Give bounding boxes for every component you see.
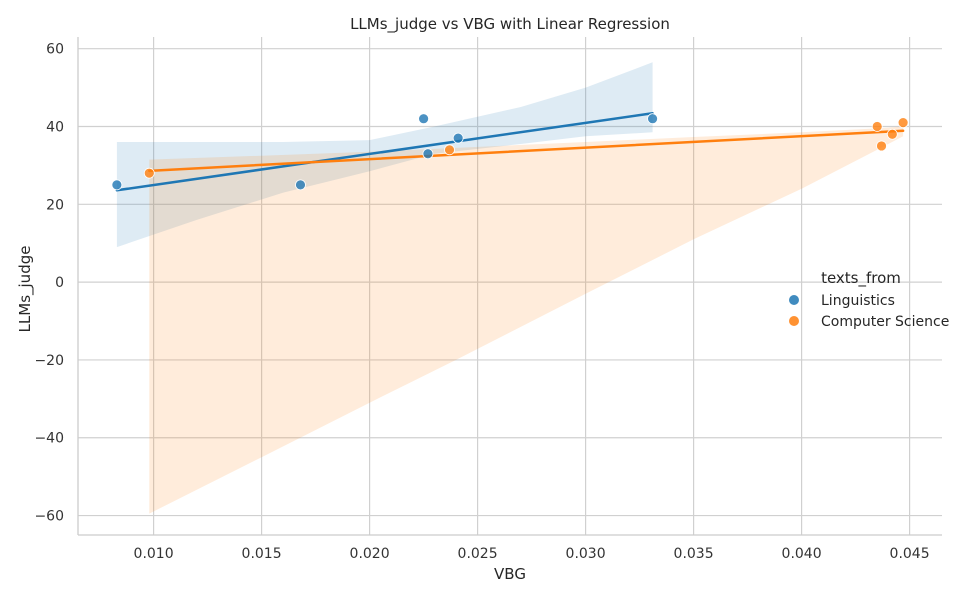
y-tick-label: −40 — [34, 431, 64, 447]
confidence-band — [116, 62, 653, 248]
data-point — [111, 179, 123, 191]
data-point — [886, 128, 898, 140]
y-tick-label: −20 — [34, 353, 64, 369]
legend: texts_from Linguistics Computer Science — [789, 269, 949, 330]
legend-marker — [789, 295, 799, 305]
x-tick-label: 0.025 — [458, 546, 498, 562]
regression-lines — [115, 112, 905, 192]
x-tick-label: 0.020 — [350, 546, 390, 562]
y-tick-labels: −60 −40 −20 0 20 40 60 — [34, 42, 64, 525]
data-point — [871, 121, 883, 132]
x-tick-label: 0.045 — [890, 546, 930, 562]
chart-title: LLMs_judge vs VBG with Linear Regression — [350, 15, 670, 34]
data-point — [897, 117, 909, 128]
legend-label: Computer Science — [821, 314, 949, 330]
y-tick-label: −60 — [34, 509, 64, 525]
regression-line — [148, 129, 905, 173]
axes — [77, 37, 942, 536]
data-points — [111, 113, 909, 191]
y-tick-label: 40 — [46, 119, 64, 135]
data-point — [452, 132, 464, 144]
legend-marker — [789, 316, 799, 326]
data-point — [647, 113, 658, 125]
y-axis-label: LLMs_judge — [16, 246, 35, 333]
grid — [78, 37, 942, 535]
data-point — [418, 113, 430, 125]
x-tick-label: 0.035 — [674, 546, 714, 562]
y-tick-label: 0 — [55, 275, 64, 291]
y-tick-label: 20 — [46, 197, 64, 213]
confidence-band — [149, 126, 904, 514]
x-tick-label: 0.030 — [566, 546, 606, 562]
regression-line — [115, 112, 654, 192]
legend-title: texts_from — [821, 269, 901, 288]
data-point — [444, 144, 455, 156]
x-axis-label: VBG — [494, 565, 526, 583]
x-tick-labels: 0.010 0.015 0.020 0.025 0.030 0.035 0.040 0.045 — [134, 546, 930, 562]
legend-label: Linguistics — [821, 293, 895, 309]
x-tick-label: 0.015 — [242, 546, 282, 562]
data-point — [876, 140, 887, 152]
data-point — [295, 179, 306, 191]
confidence-bands — [116, 62, 904, 514]
x-tick-label: 0.010 — [134, 546, 174, 562]
data-point — [422, 148, 434, 160]
y-tick-label: 60 — [46, 42, 64, 58]
data-point — [143, 167, 155, 179]
x-tick-label: 0.040 — [782, 546, 822, 562]
